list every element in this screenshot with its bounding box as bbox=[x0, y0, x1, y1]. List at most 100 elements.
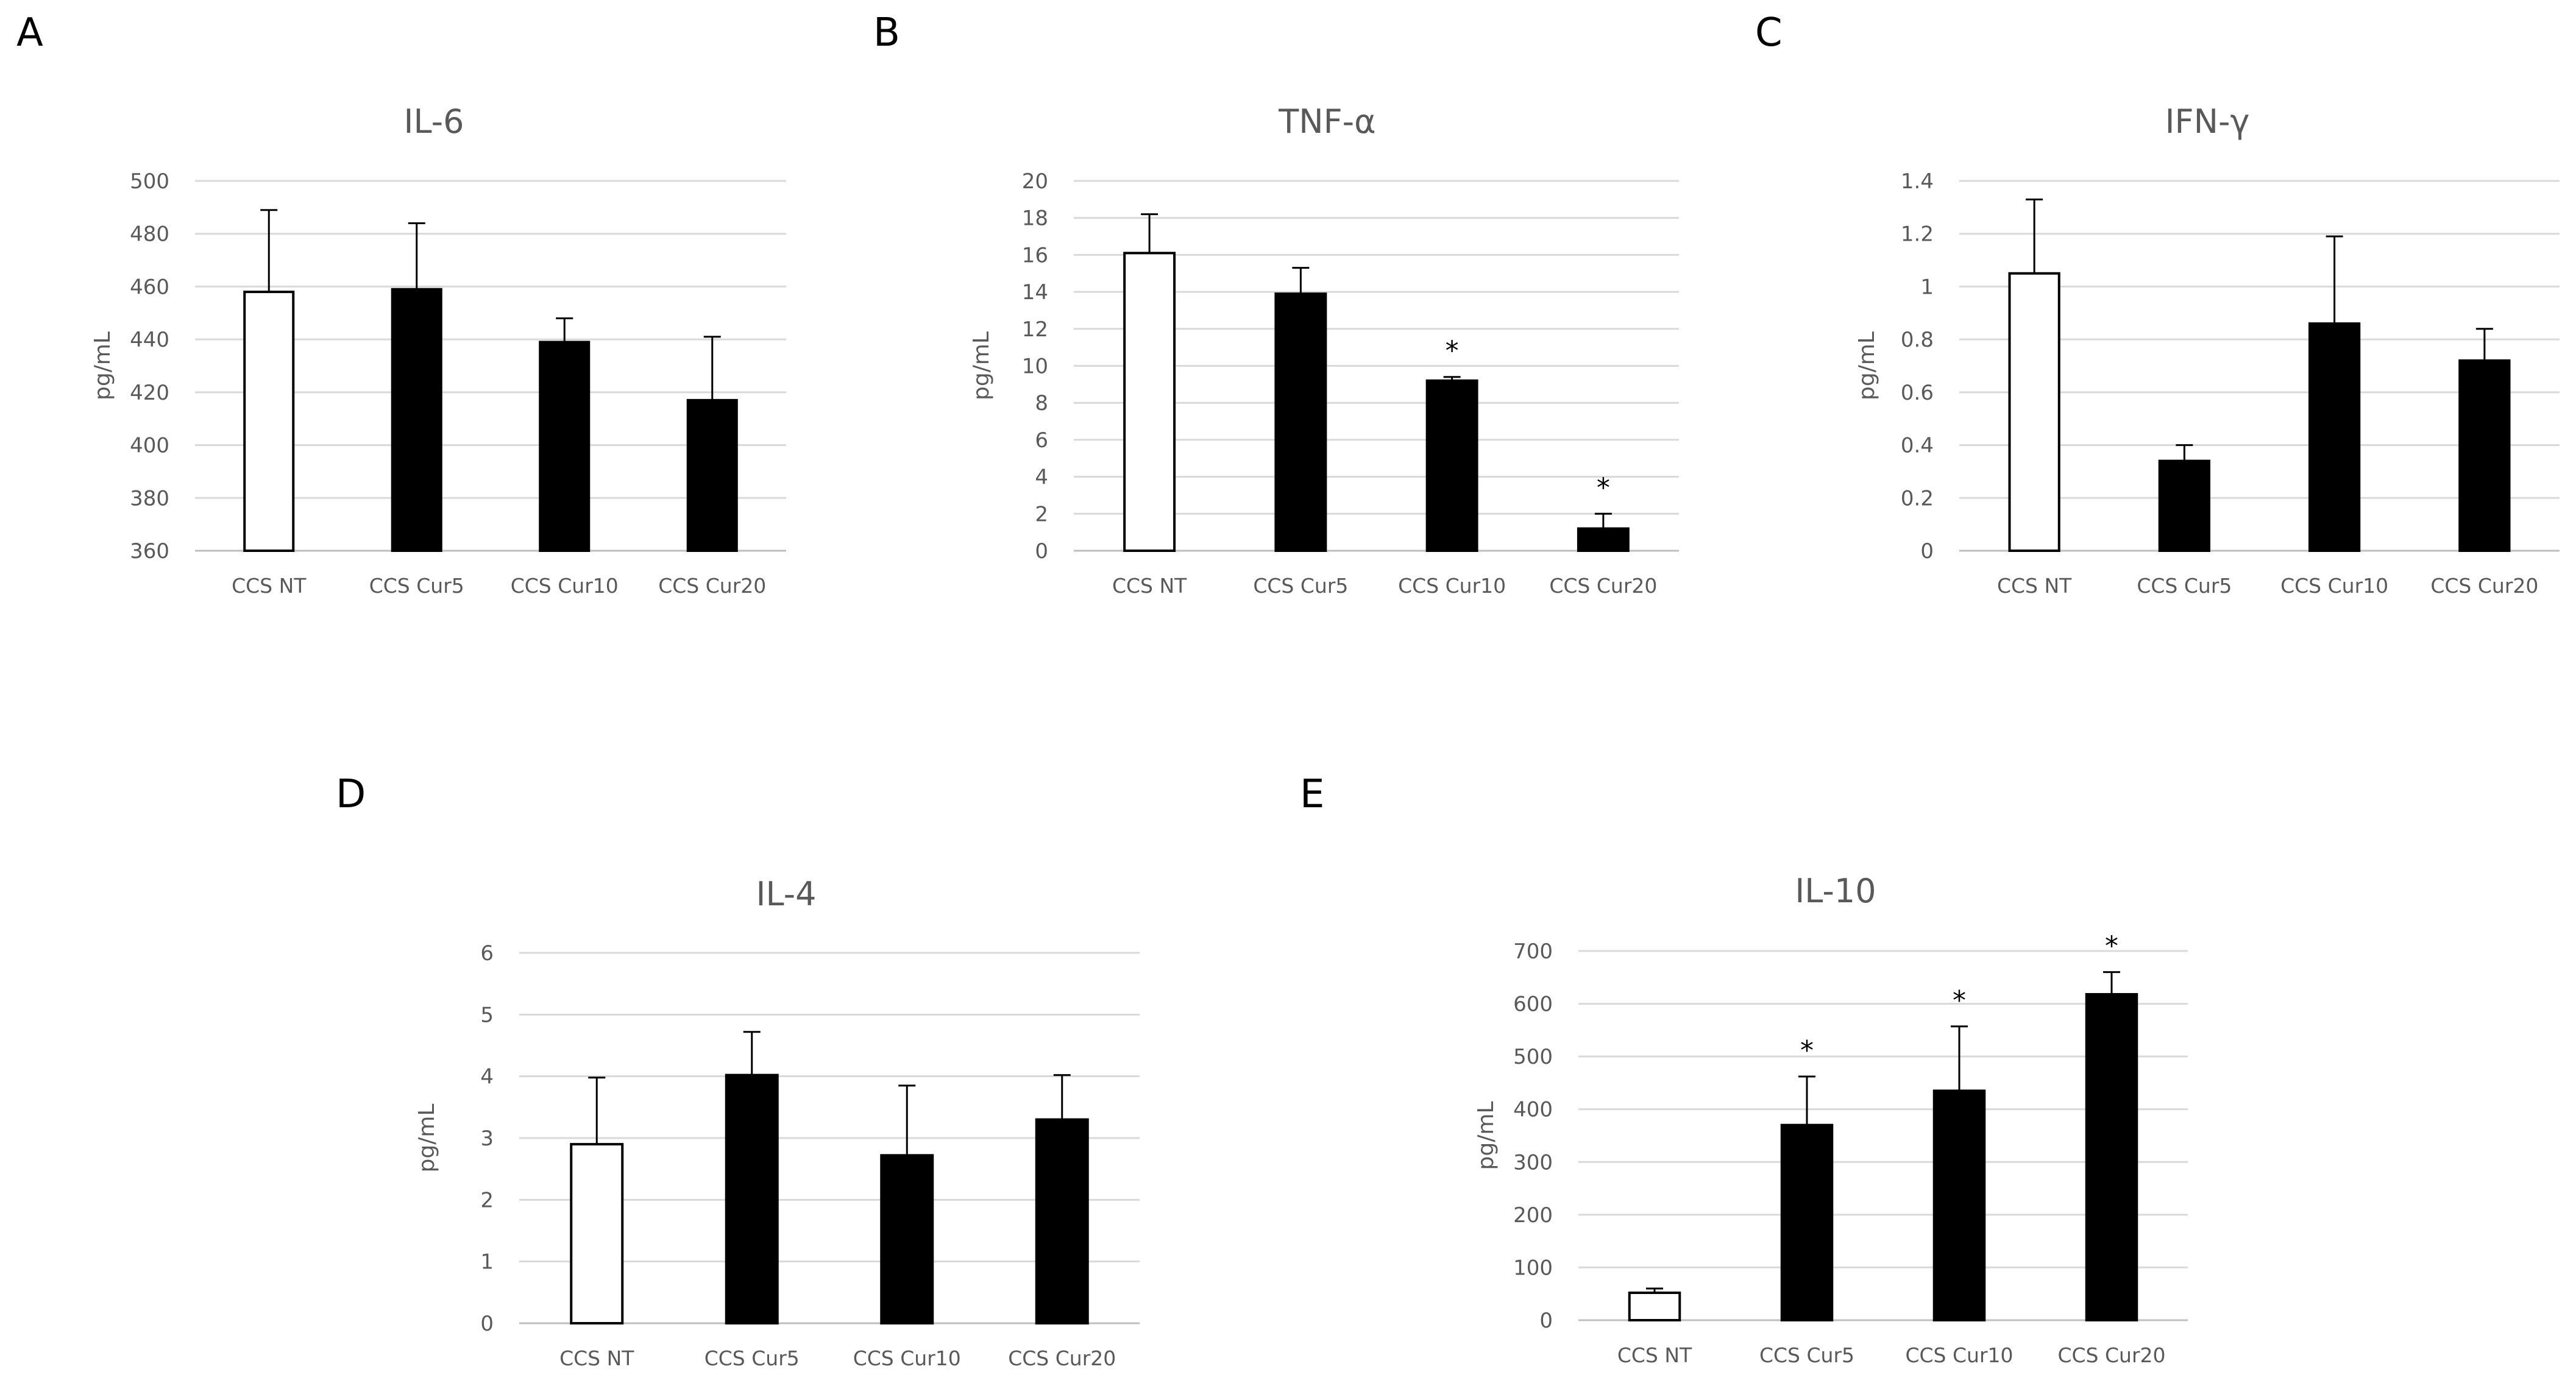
bar bbox=[880, 1154, 934, 1324]
y-tick-label: 4 bbox=[1035, 465, 1048, 490]
y-tick-label: 700 bbox=[1513, 939, 1553, 964]
category-label: CCS Cur10 bbox=[1905, 1343, 2013, 1367]
bar bbox=[2458, 359, 2511, 552]
bar bbox=[570, 1143, 624, 1324]
y-axis-title: pg/mL bbox=[1474, 1101, 1499, 1170]
y-tick-label: 6 bbox=[1035, 428, 1048, 453]
significance-marker: * bbox=[1953, 985, 1966, 1016]
chart-title: IL-10 bbox=[1795, 872, 1876, 910]
bar bbox=[1577, 527, 1630, 553]
bar bbox=[1274, 292, 1327, 552]
significance-marker: * bbox=[1800, 1035, 1814, 1066]
y-tick-label: 400 bbox=[130, 434, 169, 458]
category-label: CCS Cur5 bbox=[369, 574, 464, 598]
y-tick-label: 0 bbox=[480, 1312, 494, 1336]
category-label: CCS Cur10 bbox=[2280, 574, 2388, 598]
y-tick-label: 20 bbox=[1022, 169, 1048, 194]
y-tick-label: 0.2 bbox=[1901, 486, 1934, 511]
chart-title: IL-6 bbox=[404, 102, 464, 141]
y-tick-label: 200 bbox=[1513, 1203, 1553, 1228]
panel-letter: A bbox=[16, 10, 43, 55]
y-tick-label: 2 bbox=[480, 1188, 494, 1212]
y-tick-label: 400 bbox=[1513, 1098, 1553, 1122]
category-label: CCS Cur5 bbox=[1759, 1343, 1854, 1367]
category-label: CCS Cur10 bbox=[1398, 574, 1506, 598]
y-tick-label: 1 bbox=[480, 1250, 494, 1275]
category-label: CCS Cur5 bbox=[2137, 574, 2232, 598]
y-axis-title: pg/mL bbox=[1854, 331, 1879, 400]
y-tick-label: 300 bbox=[1513, 1150, 1553, 1175]
y-tick-label: 3 bbox=[480, 1126, 494, 1151]
category-label: CCS NT bbox=[1112, 574, 1187, 598]
bar bbox=[539, 341, 591, 552]
category-label: CCS Cur20 bbox=[1549, 574, 1657, 598]
category-label: CCS Cur10 bbox=[511, 574, 619, 598]
y-tick-label: 460 bbox=[130, 275, 169, 299]
category-label: CCS NT bbox=[1997, 574, 2072, 598]
panel-letter: E bbox=[1300, 772, 1324, 817]
chart-il-10: E IL-10 0 100 200 300 400 500 600 700 pg/mL CCS NT *… bbox=[1300, 772, 2188, 1367]
y-axis-title: pg/mL bbox=[90, 331, 115, 400]
y-tick-label: 1.2 bbox=[1901, 222, 1934, 247]
y-tick-label: 500 bbox=[130, 169, 169, 194]
bar bbox=[243, 291, 295, 552]
y-tick-label: 600 bbox=[1513, 992, 1553, 1017]
bar bbox=[725, 1073, 779, 1324]
y-tick-label: 6 bbox=[480, 941, 494, 966]
y-tick-label: 10 bbox=[1022, 355, 1048, 379]
y-axis-title: pg/mL bbox=[414, 1104, 439, 1173]
y-tick-label: 16 bbox=[1022, 243, 1048, 267]
bar bbox=[2308, 322, 2361, 553]
y-tick-label: 4 bbox=[480, 1065, 494, 1089]
y-tick-label: 2 bbox=[1035, 502, 1048, 526]
y-tick-label: 360 bbox=[130, 539, 169, 564]
y-tick-label: 1.4 bbox=[1901, 169, 1934, 194]
panel-letter: C bbox=[1755, 10, 1783, 55]
y-tick-label: 5 bbox=[480, 1003, 494, 1027]
y-tick-label: 0 bbox=[1539, 1309, 1553, 1333]
y-tick-label: 420 bbox=[130, 381, 169, 405]
y-tick-label: 0 bbox=[1920, 539, 1934, 564]
bar bbox=[2008, 272, 2060, 552]
bar bbox=[1780, 1123, 1834, 1321]
chart-title: IL-4 bbox=[756, 875, 817, 913]
y-tick-label: 440 bbox=[130, 328, 169, 352]
bar bbox=[1628, 1291, 1681, 1322]
y-tick-label: 100 bbox=[1513, 1256, 1553, 1280]
category-label: CCS Cur20 bbox=[1008, 1346, 1116, 1370]
y-tick-label: 0.6 bbox=[1901, 381, 1934, 405]
category-label: CCS NT bbox=[559, 1346, 634, 1370]
chart-title: IFN-γ bbox=[2165, 102, 2250, 141]
significance-marker: * bbox=[1446, 336, 1459, 367]
y-axis-title: pg/mL bbox=[969, 331, 994, 400]
y-tick-label: 480 bbox=[130, 222, 169, 247]
y-tick-label: 1 bbox=[1920, 275, 1934, 299]
panel-letter: D bbox=[336, 772, 366, 817]
bar bbox=[1035, 1118, 1089, 1324]
chart-tnf: B TNF-α 0 2 4 6 8 10 12 14 16 18 20 pg/mL CCS NT CCS Cu… bbox=[873, 10, 1679, 598]
category-label: CCS Cur10 bbox=[853, 1346, 961, 1370]
chart-ifn: C IFN-γ 0 0.2 0.4 0.6 0.8 1 1.2 1.4 pg/mL CCS NT CCS… bbox=[1755, 10, 2560, 598]
category-label: CCS Cur5 bbox=[704, 1346, 800, 1370]
significance-marker: * bbox=[1597, 472, 1610, 503]
y-tick-label: 500 bbox=[1513, 1045, 1553, 1069]
category-label: CCS Cur20 bbox=[2057, 1343, 2165, 1367]
y-tick-label: 14 bbox=[1022, 280, 1048, 305]
bar bbox=[2158, 459, 2211, 552]
y-tick-label: 0.4 bbox=[1901, 434, 1934, 458]
bar bbox=[391, 288, 442, 552]
chart-il-4: D IL-4 0 1 2 3 4 5 6 pg/mL CCS NT CCS Cur5 CCS Cur10… bbox=[336, 772, 1140, 1370]
y-tick-label: 8 bbox=[1035, 391, 1048, 415]
bar bbox=[686, 398, 738, 552]
bar bbox=[1123, 252, 1176, 552]
category-label: CCS Cur20 bbox=[658, 574, 766, 598]
y-tick-label: 380 bbox=[130, 486, 169, 511]
category-label: CCS NT bbox=[1617, 1343, 1692, 1367]
significance-marker: * bbox=[2105, 931, 2118, 962]
category-label: CCS Cur5 bbox=[1253, 574, 1348, 598]
y-tick-label: 12 bbox=[1022, 317, 1048, 342]
y-tick-label: 0.8 bbox=[1901, 328, 1934, 352]
chart-title: TNF-α bbox=[1278, 102, 1376, 141]
y-tick-label: 0 bbox=[1035, 539, 1048, 564]
